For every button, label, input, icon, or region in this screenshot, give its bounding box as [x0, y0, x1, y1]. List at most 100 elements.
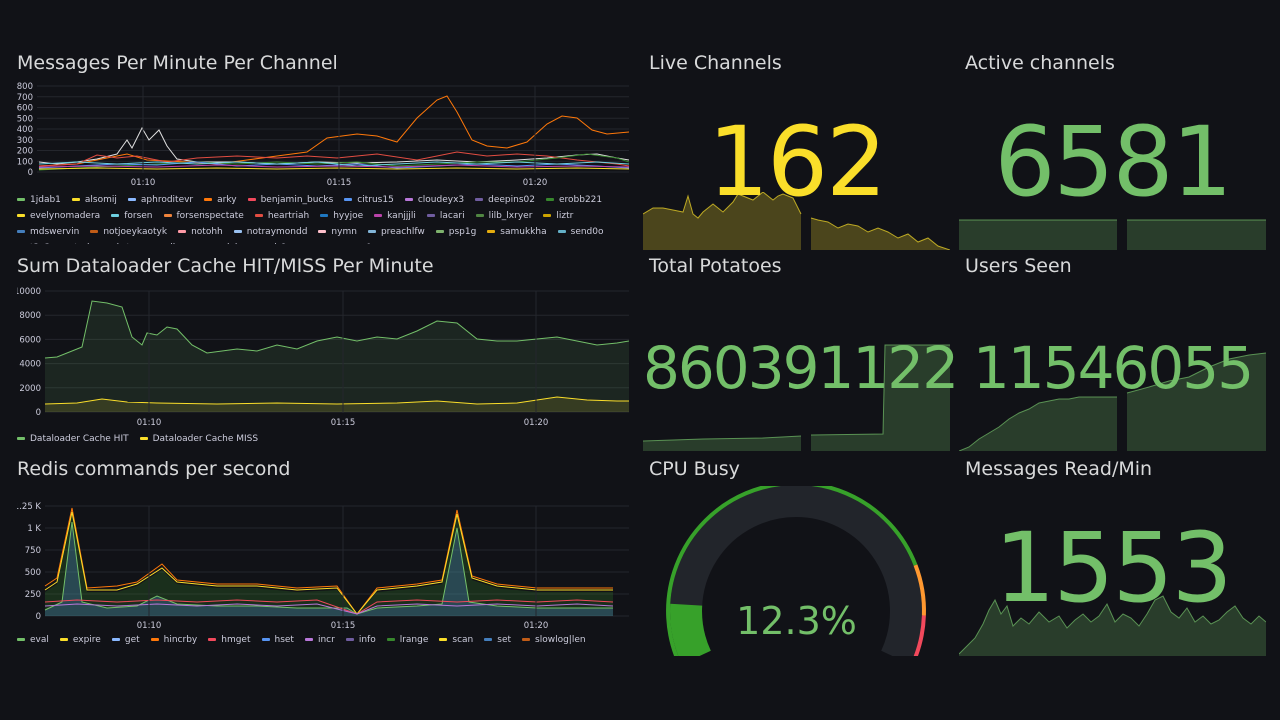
redis-chart[interactable]: 1.25 K 1 K 750 500 250 0 01:10 01:15 01:20	[17, 492, 629, 632]
legend-item[interactable]: erobb221	[545, 192, 602, 208]
legend-item[interactable]: notjoeykaotyk	[90, 224, 167, 240]
legend-item[interactable]: wuh6	[248, 240, 286, 244]
legend-item[interactable]: info	[345, 632, 376, 648]
legend-item[interactable]: xqc0w	[337, 240, 379, 244]
legend-item[interactable]: aphroditevr	[127, 192, 194, 208]
legend-item[interactable]: scan	[439, 632, 473, 648]
legend-swatch	[17, 638, 25, 641]
y-tick-label: 300	[17, 136, 33, 146]
legend-label: wuh6	[261, 243, 286, 244]
legend-swatch	[17, 437, 25, 440]
legend-swatch	[345, 638, 354, 641]
legend-item[interactable]: samukkha	[487, 224, 547, 240]
legend-label: notraymondd	[246, 227, 308, 237]
legend-item[interactable]: get	[111, 632, 140, 648]
legend-item[interactable]: set	[484, 632, 511, 648]
legend-item[interactable]: ttl	[17, 648, 40, 650]
legend-item[interactable]: t2x2	[17, 240, 50, 244]
y-tick-label: 700	[17, 93, 33, 103]
legend-item[interactable]: benjamin_bucks	[247, 192, 334, 208]
legend-item[interactable]: expire	[59, 632, 101, 648]
legend-swatch	[522, 638, 531, 641]
legend-item[interactable]: incr	[304, 632, 335, 648]
legend-item[interactable]: citrus15	[344, 192, 394, 208]
panel-title[interactable]: Redis commands per second	[17, 458, 291, 480]
legend-swatch	[17, 214, 25, 217]
legend-item[interactable]: hset	[261, 632, 294, 648]
legend-swatch	[127, 198, 136, 201]
legend-item[interactable]: deepins02	[475, 192, 535, 208]
live-channels-panel: Live Channels 162	[643, 52, 950, 252]
panel-title[interactable]: Users Seen	[965, 255, 1072, 277]
legend-item[interactable]: valkyrae	[146, 240, 197, 244]
y-tick-label: 200	[17, 147, 33, 157]
legend-item[interactable]: xqc	[297, 240, 326, 244]
legend-item[interactable]: notraymondd	[233, 224, 308, 240]
legend-item[interactable]: heartriah	[254, 208, 310, 224]
legend-item[interactable]: vixi	[209, 240, 238, 244]
legend-item[interactable]: notohh	[178, 224, 223, 240]
legend-swatch	[543, 214, 552, 217]
legend-label: aphroditevr	[140, 195, 194, 205]
legend-swatch	[487, 230, 496, 233]
y-tick-label: 500	[25, 568, 41, 578]
messages-read-sparkline	[959, 595, 1266, 656]
y-tick-label: 1.25 K	[17, 502, 41, 512]
legend-item[interactable]: arky	[204, 192, 237, 208]
panel-title[interactable]: CPU Busy	[649, 458, 740, 480]
legend-item[interactable]: lacari	[426, 208, 465, 224]
legend-item[interactable]: trainwreckstv	[61, 240, 135, 244]
legend-label: benjamin_bucks	[260, 195, 334, 205]
series-hset	[44, 603, 614, 615]
legend-item[interactable]: nymn	[318, 224, 357, 240]
legend-item[interactable]: 1jdab1	[17, 192, 61, 208]
x-tick-label: 01:15	[327, 178, 352, 188]
legend-item[interactable]: liztr	[543, 208, 573, 224]
legend-item[interactable]: forsen	[111, 208, 153, 224]
panel-title[interactable]: Live Channels	[649, 52, 782, 74]
panel-title[interactable]: Messages Per Minute Per Channel	[17, 52, 338, 74]
legend-label: trainwreckstv	[74, 243, 135, 244]
y-tick-label: 250	[25, 590, 41, 600]
legend-item[interactable]: alsomij	[71, 192, 117, 208]
legend-swatch	[111, 214, 120, 217]
legend-item[interactable]: psp1g	[435, 224, 476, 240]
legend-item[interactable]: eval	[17, 632, 49, 648]
legend-label: xqc	[310, 243, 326, 244]
legend-item[interactable]: cloudeyx3	[404, 192, 464, 208]
legend-item[interactable]: mdswervin	[17, 224, 79, 240]
legend-item[interactable]: slowlog|len	[522, 632, 586, 648]
legend-item[interactable]: forsenspectate	[163, 208, 244, 224]
legend-item[interactable]: send0o	[557, 224, 604, 240]
legend-swatch	[254, 214, 263, 217]
legend-item[interactable]: hmget	[208, 632, 251, 648]
legend-item[interactable]: hyyjoe	[320, 208, 363, 224]
legend-item[interactable]: Dataloader Cache HIT	[17, 431, 129, 447]
x-tick-label: 01:20	[524, 621, 549, 631]
legend-item[interactable]: evelynomadera	[17, 208, 100, 224]
legend-item[interactable]: preachlfw	[367, 224, 425, 240]
y-tick-label: 800	[17, 82, 33, 92]
panel-title[interactable]: Total Potatoes	[649, 255, 782, 277]
series-citrus15	[38, 161, 629, 169]
panel-title[interactable]: Sum Dataloader Cache HIT/MISS Per Minute	[17, 255, 434, 277]
legend-item[interactable]: kanjjjli	[374, 208, 416, 224]
legend-item[interactable]: Dataloader Cache MISS	[139, 431, 258, 447]
legend-swatch	[439, 638, 448, 641]
legend-item[interactable]: lilb_lxryer	[475, 208, 532, 224]
legend-item[interactable]: lrange	[386, 632, 428, 648]
gauge-threshold-red	[913, 615, 926, 656]
legend-swatch	[404, 198, 413, 201]
legend-swatch	[204, 198, 213, 201]
legend-label: heartriah	[267, 211, 310, 221]
panel-title[interactable]: Active channels	[965, 52, 1115, 74]
legend-item[interactable]: hincrby	[150, 632, 197, 648]
active-channels-value: 6581	[994, 106, 1232, 218]
legend-swatch	[545, 198, 554, 201]
series-1jdab1	[38, 126, 629, 165]
panel-title[interactable]: Messages Read/Min	[965, 458, 1153, 480]
total-potatoes-panel: Total Potatoes 860391122	[643, 255, 959, 453]
redis-legend: eval expire get hincrby hmget hset incr info lra…	[17, 632, 629, 650]
